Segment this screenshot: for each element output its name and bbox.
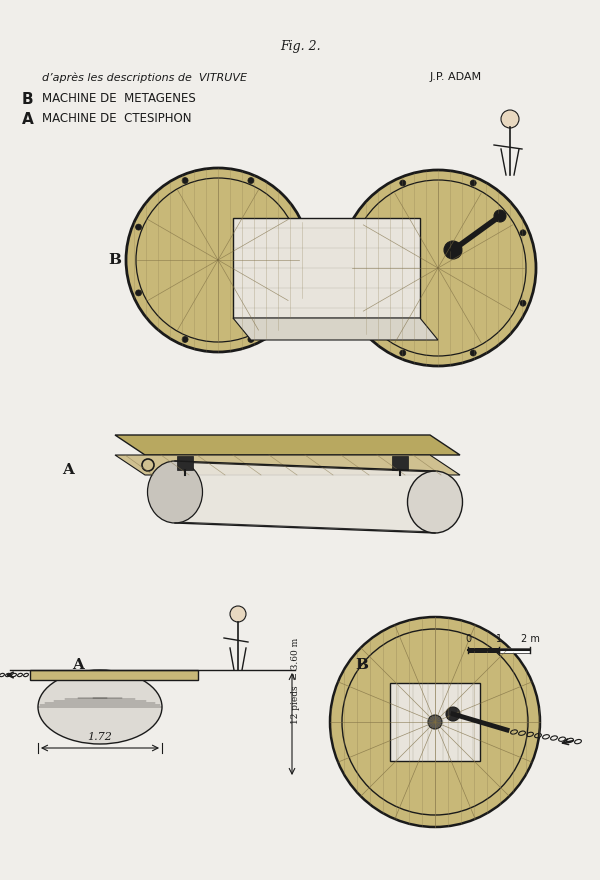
Ellipse shape	[407, 471, 463, 533]
Circle shape	[470, 350, 476, 356]
Circle shape	[444, 241, 462, 259]
Circle shape	[446, 707, 460, 721]
Circle shape	[136, 290, 142, 296]
Text: 0: 0	[465, 634, 471, 644]
Circle shape	[182, 336, 188, 342]
Text: A: A	[72, 658, 84, 672]
Circle shape	[501, 110, 519, 128]
Text: 12 pieds  ≃ 3.60 m: 12 pieds ≃ 3.60 m	[292, 638, 301, 724]
Circle shape	[350, 230, 356, 236]
Bar	[499, 648, 530, 652]
Text: B: B	[22, 92, 34, 107]
Polygon shape	[175, 462, 435, 532]
Circle shape	[470, 180, 476, 186]
Ellipse shape	[148, 461, 203, 523]
Bar	[468, 648, 499, 652]
Circle shape	[520, 230, 526, 236]
Text: 1.72: 1.72	[88, 732, 112, 742]
Circle shape	[428, 715, 442, 729]
Circle shape	[295, 290, 301, 296]
Text: MACHINE DE  CTESIPHON: MACHINE DE CTESIPHON	[42, 112, 191, 125]
Circle shape	[400, 180, 406, 186]
Circle shape	[230, 606, 246, 622]
Text: 1: 1	[496, 634, 502, 644]
Polygon shape	[115, 455, 460, 475]
Text: MACHINE DE  METAGENES: MACHINE DE METAGENES	[42, 92, 196, 105]
Text: d’après les descriptions de  VITRUVE: d’après les descriptions de VITRUVE	[42, 72, 247, 83]
Circle shape	[248, 336, 254, 342]
Circle shape	[330, 617, 540, 827]
Circle shape	[494, 210, 506, 222]
Polygon shape	[115, 435, 460, 455]
Circle shape	[400, 350, 406, 356]
Text: A: A	[62, 463, 74, 477]
Text: B: B	[109, 253, 121, 267]
Text: J.P. ADAM: J.P. ADAM	[430, 72, 482, 82]
Bar	[177, 456, 193, 470]
Text: A: A	[22, 112, 34, 127]
Circle shape	[136, 224, 142, 230]
Circle shape	[520, 300, 526, 306]
Circle shape	[182, 178, 188, 184]
Text: 2 m: 2 m	[521, 634, 539, 644]
Bar	[30, 670, 198, 680]
Circle shape	[295, 224, 301, 230]
Ellipse shape	[38, 670, 162, 744]
Circle shape	[340, 170, 536, 366]
Text: B: B	[355, 658, 368, 672]
Circle shape	[350, 300, 356, 306]
Circle shape	[248, 178, 254, 184]
Bar	[233, 218, 420, 318]
Bar	[392, 456, 408, 470]
Bar	[390, 683, 480, 761]
Text: Fig. 2.: Fig. 2.	[280, 40, 320, 53]
Polygon shape	[233, 318, 438, 340]
Circle shape	[126, 168, 310, 352]
